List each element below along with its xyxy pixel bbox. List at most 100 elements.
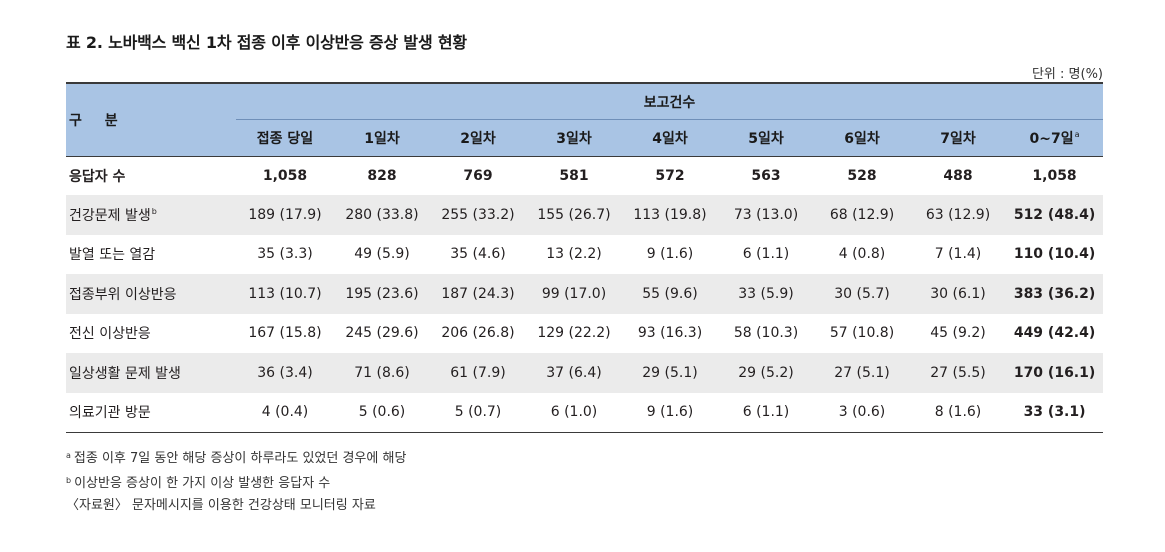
table-cell: 828 bbox=[367, 168, 397, 184]
table-cell: 195 (23.6) bbox=[334, 274, 430, 314]
column-header: 0~7일a bbox=[1006, 119, 1104, 157]
table-cell: 245 (29.6) bbox=[345, 325, 419, 342]
table-cell: 1,058 bbox=[262, 168, 308, 184]
table-cell: 36 (3.4) bbox=[236, 353, 334, 393]
footnote-text: 이상반응 증상이 한 가지 이상 발생한 응답자 수 bbox=[74, 476, 331, 491]
table-cell: 6 (1.1) bbox=[742, 246, 790, 263]
table-cell: 113 (10.7) bbox=[236, 274, 334, 314]
table-cell: 9 (1.6) bbox=[622, 392, 718, 433]
table-cell: 4 (0.8) bbox=[838, 246, 886, 263]
column-header: 2일차 bbox=[430, 119, 526, 157]
footnote-marker: a bbox=[66, 451, 71, 460]
table-cell: 58 (10.3) bbox=[733, 325, 799, 342]
table-cell: 4 (0.4) bbox=[236, 392, 334, 433]
table-cell: 30 (5.7) bbox=[814, 274, 910, 314]
table-cell: 563 bbox=[751, 168, 781, 184]
total-cell: 110 (10.4) bbox=[1013, 246, 1096, 263]
table-cell: 68 (12.9) bbox=[814, 195, 910, 235]
table-cell: 206 (26.8) bbox=[441, 325, 515, 342]
table-cell: 167 (15.8) bbox=[248, 325, 322, 342]
row-label: 일상생활 문제 발생 bbox=[66, 353, 236, 393]
table-cell: 769 bbox=[463, 168, 493, 184]
table-cell: 33 (5.9) bbox=[718, 274, 814, 314]
table-cell: 581 bbox=[559, 168, 589, 184]
table-cell: 37 (6.4) bbox=[526, 353, 622, 393]
total-cell: 170 (16.1) bbox=[1006, 353, 1104, 393]
column-header: 6일차 bbox=[814, 119, 910, 157]
table-cell: 3 (0.6) bbox=[814, 392, 910, 433]
table-cell: 280 (33.8) bbox=[334, 195, 430, 235]
table-cell: 8 (1.6) bbox=[910, 392, 1006, 433]
table-cell: 488 bbox=[943, 168, 973, 184]
table-row: 응답자 수 1,058 828 769 581 572 563 528 488 1,058 bbox=[66, 157, 1103, 196]
table-cell: 13 (2.2) bbox=[546, 246, 602, 263]
footnote-marker: b bbox=[66, 476, 72, 485]
table-cell: 29 (5.2) bbox=[718, 353, 814, 393]
table-title: 표 2. 노바백스 백신 1차 접종 이후 이상반응 증상 발생 현황 bbox=[66, 33, 467, 52]
row-label: 응답자 수 bbox=[69, 169, 126, 185]
footnote-marker: a bbox=[1074, 130, 1080, 139]
table-row: 건강문제 발생b 189 (17.9) 280 (33.8) 255 (33.2) 15… bbox=[66, 195, 1104, 235]
table-cell: 61 (7.9) bbox=[430, 353, 526, 393]
table-cell: 35 (3.3) bbox=[257, 246, 313, 263]
table-body: 응답자 수 1,058 828 769 581 572 563 528 488 1,058 건강문제… bbox=[66, 157, 1104, 433]
total-cell: 1,058 bbox=[1032, 168, 1077, 184]
footnotes: a 접종 이후 7일 동안 해당 증상이 하루라도 있었던 경우에 해당 b 이상반응… bbox=[66, 446, 406, 521]
footnote: a 접종 이후 7일 동안 해당 증상이 하루라도 있었던 경우에 해당 bbox=[66, 446, 406, 471]
header-corner: 구 분 bbox=[66, 82, 236, 157]
total-cell: 383 (36.2) bbox=[1006, 274, 1104, 314]
table-row: 전신 이상반응 167 (15.8) 245 (29.6) 206 (26.8) 129… bbox=[66, 314, 1103, 354]
table-cell: 155 (26.7) bbox=[526, 195, 622, 235]
column-header: 4일차 bbox=[622, 119, 718, 157]
table-cell: 99 (17.0) bbox=[526, 274, 622, 314]
footnote: b 이상반응 증상이 한 가지 이상 발생한 응답자 수 bbox=[66, 471, 406, 496]
table-cell: 129 (22.2) bbox=[537, 325, 611, 342]
table-cell: 7 (1.4) bbox=[934, 246, 982, 263]
table-cell: 29 (5.1) bbox=[622, 353, 718, 393]
row-label: 접종부위 이상반응 bbox=[66, 274, 236, 314]
table-cell: 255 (33.2) bbox=[430, 195, 526, 235]
column-header-row: 접종 당일 1일차 2일차 3일차 4일차 5일차 6일차 7일차 0~7일a bbox=[66, 119, 1104, 157]
table-cell: 9 (1.6) bbox=[646, 246, 694, 263]
column-header: 3일차 bbox=[526, 119, 622, 157]
table-row: 발열 또는 열감 35 (3.3) 49 (5.9) 35 (4.6) 13 (2.2)… bbox=[66, 235, 1103, 275]
table-cell: 113 (19.8) bbox=[622, 195, 718, 235]
table-cell: 189 (17.9) bbox=[236, 195, 334, 235]
table-cell: 55 (9.6) bbox=[622, 274, 718, 314]
column-header: 접종 당일 bbox=[236, 119, 334, 157]
table-row: 의료기관 방문 4 (0.4) 5 (0.6) 5 (0.7) 6 (1.0) 9 (1.… bbox=[66, 392, 1104, 433]
footnote-marker: b bbox=[151, 206, 157, 216]
table-cell: 27 (5.5) bbox=[910, 353, 1006, 393]
footnote-text: 〈자료원〉 문자메시지를 이용한 건강상태 모니터링 자료 bbox=[66, 498, 376, 513]
table-cell: 187 (24.3) bbox=[430, 274, 526, 314]
table-cell: 93 (16.3) bbox=[637, 325, 703, 342]
row-label: 발열 또는 열감 bbox=[69, 247, 156, 264]
row-label: 건강문제 발생b bbox=[66, 195, 236, 235]
table-cell: 45 (9.2) bbox=[930, 325, 986, 342]
table-row: 접종부위 이상반응 113 (10.7) 195 (23.6) 187 (24.3) 9… bbox=[66, 274, 1104, 314]
column-header: 1일차 bbox=[334, 119, 430, 157]
total-cell: 512 (48.4) bbox=[1006, 195, 1104, 235]
header-group: 보고건수 bbox=[236, 82, 1104, 120]
table-cell: 27 (5.1) bbox=[814, 353, 910, 393]
unit-label: 단위 : 명(%) bbox=[1031, 67, 1103, 82]
table-cell: 35 (4.6) bbox=[450, 246, 506, 263]
table-cell: 30 (6.1) bbox=[910, 274, 1006, 314]
column-header: 7일차 bbox=[910, 119, 1006, 157]
table-cell: 49 (5.9) bbox=[354, 246, 410, 263]
table-cell: 6 (1.0) bbox=[526, 392, 622, 433]
table-cell: 6 (1.1) bbox=[718, 392, 814, 433]
table-cell: 5 (0.6) bbox=[334, 392, 430, 433]
table-cell: 73 (13.0) bbox=[718, 195, 814, 235]
table-cell: 71 (8.6) bbox=[334, 353, 430, 393]
table-cell: 57 (10.8) bbox=[829, 325, 895, 342]
adverse-reaction-table: 구 분 보고건수 접종 당일 1일차 2일차 3일차 4일차 5일차 6일차 7일차 0~7일a… bbox=[66, 82, 1104, 433]
column-header: 5일차 bbox=[718, 119, 814, 157]
footnote-text: 접종 이후 7일 동안 해당 증상이 하루라도 있었던 경우에 해당 bbox=[73, 451, 407, 466]
footnote: 〈자료원〉 문자메시지를 이용한 건강상태 모니터링 자료 bbox=[66, 496, 406, 521]
row-label: 전신 이상반응 bbox=[69, 326, 151, 343]
table-cell: 5 (0.7) bbox=[430, 392, 526, 433]
table-cell: 528 bbox=[847, 168, 877, 184]
table-cell: 63 (12.9) bbox=[910, 195, 1006, 235]
table-cell: 572 bbox=[655, 168, 685, 184]
